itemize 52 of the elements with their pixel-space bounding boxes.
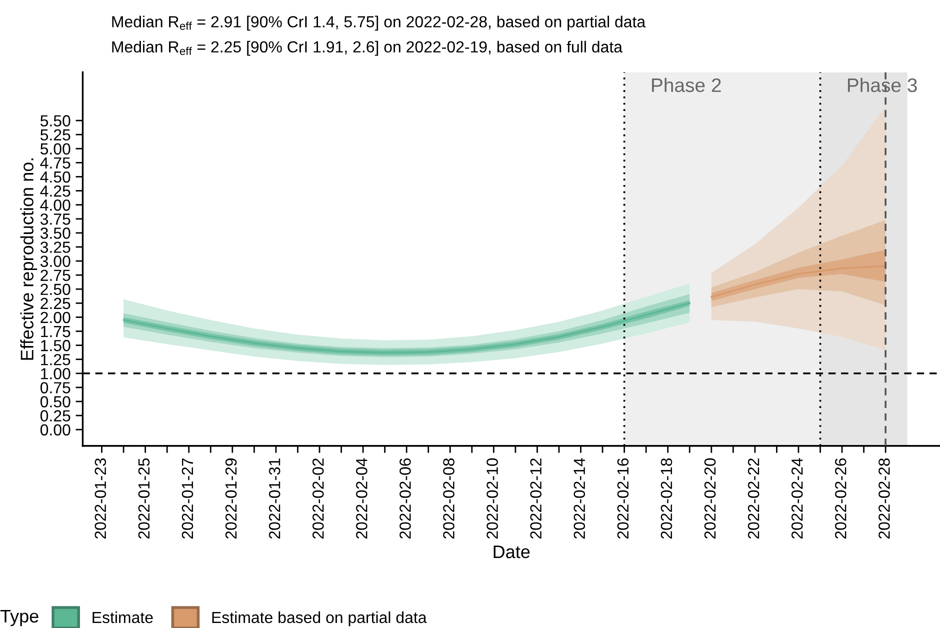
y-tick-label: 4.75 [40,157,70,169]
x-tick-label: 2022-02-26 [835,458,846,539]
x-tick-label: 2022-01-23 [94,458,106,539]
x-tick-label: 2022-02-14 [574,458,586,539]
y-tick-label: 2.00 [40,312,70,324]
y-tick-label: 4.00 [40,199,70,211]
legend-label: Estimate based on partial data [212,611,427,626]
y-tick-label: 0.75 [40,382,70,394]
band-label: Phase 3 [848,78,917,92]
y-tick-label: 1.00 [41,368,70,380]
y-tick-label: 1.50 [41,340,70,352]
y-tick-label: 5.50 [40,115,70,126]
y-axis-title: Effective reproduction no. [20,158,38,360]
y-tick-label: 1.75 [41,326,70,338]
x-tick-label: 2022-02-16 [617,458,629,539]
x-tick-label: 2022-02-20 [704,458,716,539]
y-tick-label: 4.25 [40,185,70,197]
y-tick-label: 5.00 [40,143,70,155]
x-tick-label: 2022-02-12 [530,458,542,539]
x-tick-label: 2022-02-04 [356,458,368,539]
chart-title: Median R$_{eff}$ = 2.91 [90% CrI 1.4, 5.75] on 2022-02-28, based on partial data [112,16,646,31]
y-tick-label: 2.75 [40,270,70,282]
x-tick-label: 2022-02-18 [660,458,672,539]
chart-subtitle: Median R$_{eff}$ = 2.25 [90% CrI 1.91, 2.6] on 2022-02-19, based on full data [112,40,622,56]
line-series [710,265,886,298]
x-tick-label: 2022-01-25 [138,458,150,539]
legend-label: Estimate [92,611,153,624]
x-tick-label: 2022-02-28 [878,458,890,539]
y-tick-label: 4.50 [40,171,70,183]
x-axis-title: Date [494,546,530,558]
y-tick-label: 0.00 [40,424,70,436]
x-tick-label: 2022-02-06 [400,458,411,539]
y-tick-label: 2.50 [40,284,70,296]
y-tick-label: 1.25 [41,354,70,366]
x-tick-label: 2022-02-02 [312,458,324,539]
y-tick-label: 2.25 [40,298,70,310]
x-tick-label: 2022-01-27 [182,458,194,539]
band-label: Phase 2 [652,78,721,92]
x-tick-label: 2022-01-29 [225,458,237,539]
y-tick-label: 3.50 [40,228,70,239]
y-tick-label: 0.25 [40,410,70,422]
y-tick-label: 5.25 [40,129,70,141]
y-tick-label: 3.25 [40,242,70,253]
x-tick-label: 2022-02-22 [748,458,760,539]
legend-title: Type [0,610,38,626]
x-tick-label: 2022-01-31 [268,458,280,539]
y-tick-label: 0.50 [40,396,70,408]
x-tick-label: 2022-02-10 [486,458,498,539]
y-tick-label: 3.75 [40,214,70,225]
x-tick-label: 2022-02-08 [443,458,454,539]
y-tick-label: 3.00 [40,256,70,267]
x-tick-label: 2022-02-24 [791,458,803,539]
